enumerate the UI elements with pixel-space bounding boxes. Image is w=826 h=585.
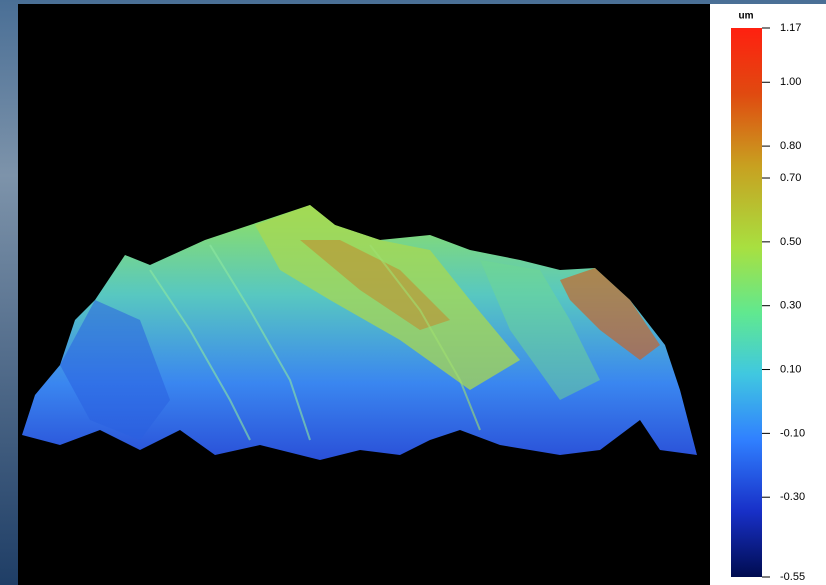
colorbar-tick-label: 0.50	[780, 236, 801, 248]
colorbar-tick-label: 0.70	[780, 172, 801, 184]
colorbar-tick-label: -0.55	[780, 571, 805, 583]
colorbar-tick-label: 1.17	[780, 22, 801, 34]
colorbar-panel	[710, 4, 826, 585]
screen: um 1.17 1.00 0.80 0.70 0.50 0.30 0.10 -0.10 -0.3…	[0, 0, 826, 585]
colorbar-tick-label: 1.00	[780, 76, 801, 88]
colorbar-tick-label: -0.30	[780, 491, 805, 503]
colorbar	[731, 28, 762, 577]
colorbar-unit: um	[739, 11, 754, 22]
colorbar-tick-label: 0.30	[780, 300, 801, 312]
colorbar-tick-label: 0.10	[780, 363, 801, 375]
colorbar-tick-label: -0.10	[780, 427, 805, 439]
colorbar-tick-label: 0.80	[780, 140, 801, 152]
